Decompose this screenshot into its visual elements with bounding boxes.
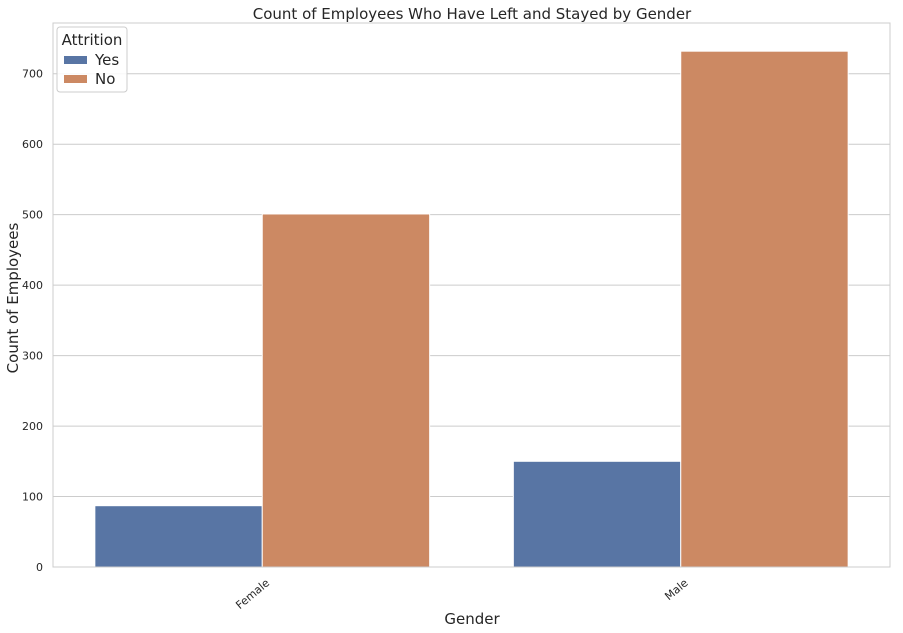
- legend-label-no: No: [95, 70, 115, 88]
- y-tick-label: 0: [36, 561, 43, 574]
- chart-title: Count of Employees Who Have Left and Sta…: [253, 5, 692, 23]
- legend-title: Attrition: [62, 31, 123, 49]
- legend-swatch-yes: [64, 56, 87, 64]
- y-tick-labels: 0 100 200 300 400 500 600 700: [22, 68, 43, 574]
- y-tick-label: 600: [22, 138, 43, 151]
- y-tick-label: 300: [22, 350, 43, 363]
- legend: Attrition Yes No: [56, 26, 128, 93]
- bar-female-yes: [94, 505, 263, 568]
- legend-label-yes: Yes: [94, 51, 119, 69]
- y-tick-label: 100: [22, 491, 43, 504]
- legend-swatch-no: [64, 75, 87, 83]
- y-tick-label: 700: [22, 68, 43, 81]
- bars-layer: [94, 50, 849, 568]
- y-tick-label: 400: [22, 279, 43, 292]
- bar-male-yes: [512, 460, 682, 568]
- y-axis-title: Count of Employees: [4, 222, 22, 373]
- bar-female-no: [261, 213, 431, 568]
- y-tick-label: 200: [22, 420, 43, 433]
- plot-frame: [52, 22, 891, 568]
- x-axis-title: Gender: [444, 610, 500, 628]
- x-tick-label: Male: [662, 576, 690, 603]
- grid-layer: [53, 73, 890, 568]
- bar-male-no: [680, 50, 849, 568]
- y-tick-label: 500: [22, 209, 43, 222]
- x-tick-labels: Female Male: [233, 576, 691, 612]
- x-tick-label: Female: [233, 576, 272, 612]
